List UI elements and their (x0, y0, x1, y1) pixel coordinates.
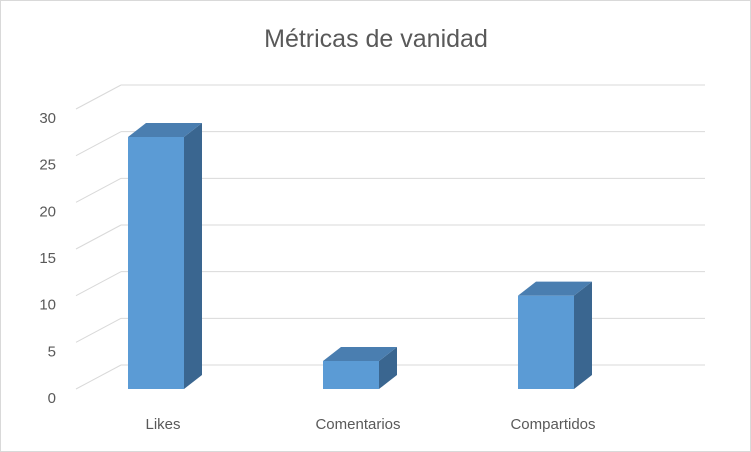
bar-front (518, 295, 574, 389)
gridline-diagonal (75, 364, 122, 390)
y-tick-label: 15 (39, 250, 56, 267)
x-category-label: Compartidos (510, 416, 595, 433)
bar-top (518, 281, 592, 296)
y-tick-label: 5 (48, 343, 56, 360)
x-category-label: Comentarios (315, 416, 400, 433)
bar-side (184, 123, 202, 389)
gridline-diagonal (75, 177, 122, 203)
gridline-diagonal (75, 271, 122, 297)
x-category-label: Likes (145, 416, 180, 433)
gridline-diagonal (75, 131, 122, 157)
chart-title: Métricas de vanidad (264, 25, 488, 53)
gridline-diagonal (75, 224, 122, 250)
gridline-diagonal (75, 84, 122, 110)
bar-top (323, 347, 397, 361)
y-tick-label: 0 (48, 390, 56, 407)
bar-side (574, 281, 592, 389)
bar-front (323, 361, 379, 389)
bar-front (128, 137, 184, 389)
gridline-diagonal (75, 317, 122, 343)
y-tick-label: 20 (39, 203, 56, 220)
y-tick-label: 25 (39, 157, 56, 174)
y-tick-label: 10 (39, 297, 56, 314)
bar-top (128, 123, 202, 137)
y-tick-label: 30 (39, 110, 56, 127)
